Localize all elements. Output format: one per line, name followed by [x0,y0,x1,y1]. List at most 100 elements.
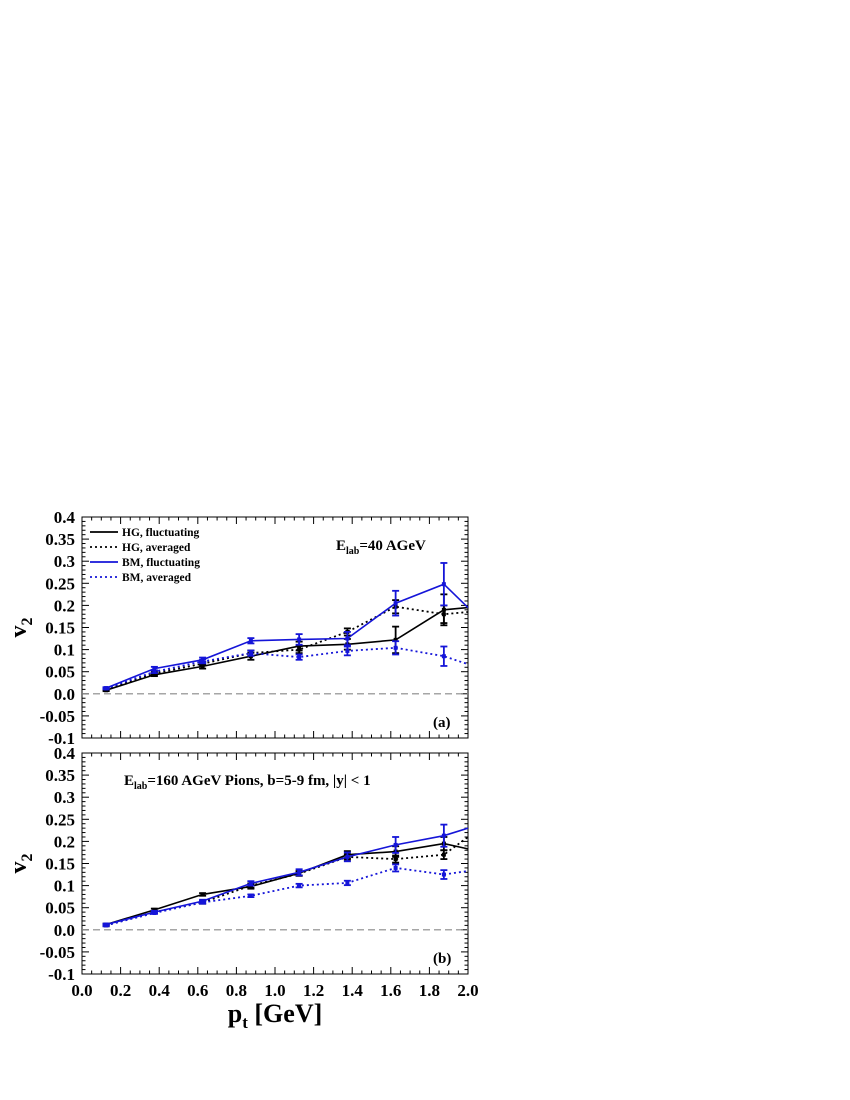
error-bar [392,854,400,864]
data-point [393,857,398,862]
error-bar [343,631,351,647]
data-point [345,648,350,653]
data-point [441,852,446,857]
y-tick-label: 0.3 [54,552,75,571]
error-bar [343,645,351,657]
y-tick-label: 0.05 [45,663,75,682]
data-point [345,880,350,885]
data-point [200,659,205,664]
y-tick-label: -0.1 [48,965,75,984]
data-point [152,911,157,916]
data-point [441,872,446,877]
x-tick-label: 1.8 [419,981,440,1000]
series-line-hg-fluctuating [105,606,468,692]
chart-panel-b: -0.1 -0.05 0.0 0.05 0.1 0.15 0.2 0.25 0.3 0.35 0.4… [6,744,479,1032]
series-group [102,823,468,928]
error-bar [199,900,207,905]
y-tick-label: 0.3 [54,788,75,807]
data-point [393,865,398,870]
x-tick-label: 0.2 [110,981,131,1000]
chart-panel-a: -0.1 -0.05 0.0 0.05 0.1 0.15 0.2 0.25 0.3 0.35 0.4… [6,508,469,748]
y-tick-label: 0.25 [45,810,75,829]
data-point [297,883,302,888]
error-bar [150,911,158,916]
y-tick-label: 0.0 [54,921,75,940]
y-axis-label: v2 [6,618,36,638]
x-axis-label: pt [GeV] [228,999,323,1032]
x-tick-label: 1.0 [264,981,285,1000]
data-point [297,655,302,660]
data-point [441,612,446,617]
data-point [393,637,398,642]
energy-annotation: Elab=40 AGeV [336,538,426,557]
x-tick-label: 0.0 [71,981,92,1000]
error-bar [199,658,207,665]
error-bar [343,879,351,887]
error-bar [440,823,448,848]
error-bar [343,851,351,863]
data-point [297,870,302,875]
y-tick-label: 0.35 [45,530,75,549]
error-bar [440,869,448,880]
error-bar [392,863,400,873]
y-tick-label: 0.0 [54,685,75,704]
error-bar [247,880,255,887]
y-tick-label: 0.05 [45,899,75,918]
error-bar [295,633,303,646]
x-tick-label: 0.6 [187,981,208,1000]
error-bar [440,562,448,607]
data-point [200,900,205,905]
legend-label: HG, fluctuating [122,527,200,539]
y-tick-label: -0.1 [48,729,75,748]
y-tick-label: 0.4 [54,508,76,527]
data-point [200,892,205,897]
data-point [393,645,398,650]
error-bar [295,653,303,661]
error-bar [295,645,303,655]
energy-annotation: Elab=160 AGeV Pions, b=5-9 fm, |y| < 1 [124,773,371,792]
y-tick-label: 0.2 [54,596,75,615]
y-tick-label: 0.15 [45,855,75,874]
data-point [152,666,157,671]
error-bar [392,589,400,617]
y-tick-label: 0.2 [54,832,75,851]
legend: HG, fluctuating HG, averaged BM, fluctuati… [90,527,200,584]
data-point [104,686,109,691]
data-point [441,582,446,587]
error-bar [199,892,207,897]
error-bar [295,882,303,889]
error-bar [102,923,110,928]
y-tick-label: 0.15 [45,619,75,638]
y-axis-label: v2 [6,854,36,874]
x-tick-label: 0.8 [226,981,247,1000]
error-bar [247,637,255,645]
y-tick-label: 0.1 [54,641,75,660]
error-bar [150,669,158,674]
panel-label: (b) [433,951,451,967]
data-point [248,893,253,898]
series-line-hg-averaged [105,605,468,691]
data-point [441,833,446,838]
data-point [248,638,253,643]
data-point [297,637,302,642]
data-point [248,881,253,886]
error-bar [247,649,255,657]
error-bar [392,640,400,656]
error-bar [247,893,255,898]
error-bar [440,645,448,667]
legend-label: BM, fluctuating [122,557,200,569]
data-point [297,647,302,652]
y-tick-label: -0.05 [40,943,75,962]
series-line-bm-averaged [105,866,468,927]
y-tick-label: 0.35 [45,766,75,785]
x-tick-label: 0.4 [149,981,171,1000]
error-bar [102,686,110,691]
error-bar [440,849,448,860]
legend-label: BM, averaged [122,572,192,584]
data-point [345,636,350,641]
x-tick-label: 1.2 [303,981,324,1000]
data-point [152,669,157,674]
data-point [248,651,253,656]
panel-label: (a) [433,715,451,731]
